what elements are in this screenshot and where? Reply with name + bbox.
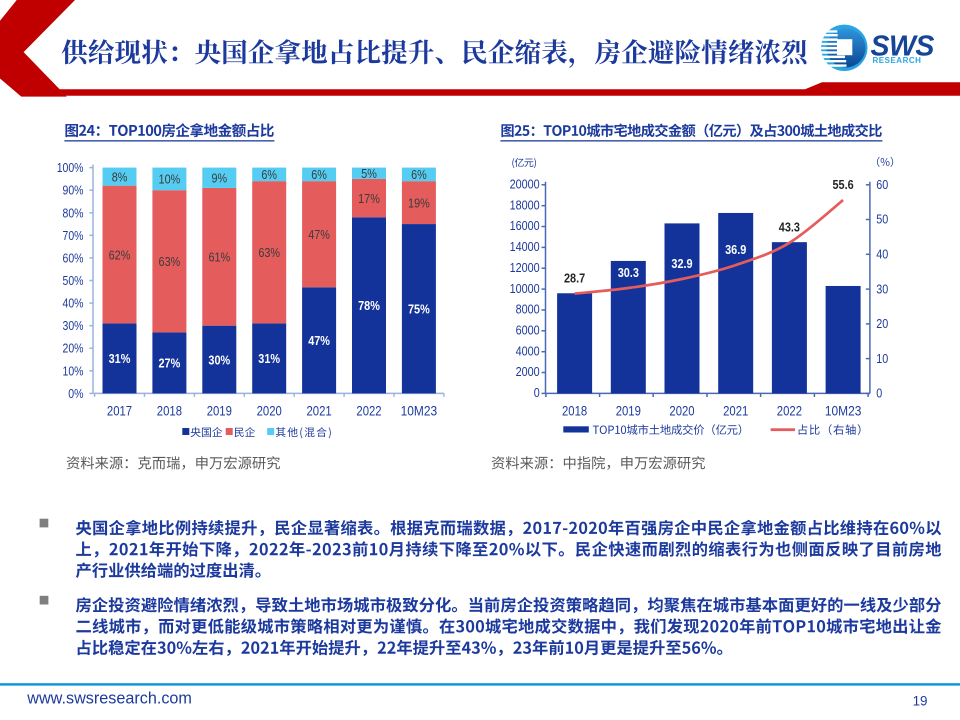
- svg-text:0: 0: [534, 385, 540, 400]
- svg-text:61%: 61%: [208, 250, 230, 265]
- svg-text:80%: 80%: [63, 205, 84, 220]
- svg-text:40%: 40%: [63, 296, 84, 311]
- svg-text:62%: 62%: [109, 247, 131, 262]
- svg-text:9%: 9%: [212, 171, 228, 186]
- svg-text:SWS: SWS: [871, 30, 935, 62]
- svg-text:31%: 31%: [258, 351, 280, 366]
- svg-text:0%: 0%: [68, 386, 83, 401]
- svg-text:2021: 2021: [307, 403, 332, 418]
- svg-text:10000: 10000: [510, 281, 540, 296]
- svg-text:2000: 2000: [516, 364, 540, 379]
- svg-text:55.6: 55.6: [833, 177, 854, 192]
- svg-text:2019: 2019: [207, 403, 232, 418]
- svg-text:RESEARCH: RESEARCH: [873, 56, 922, 65]
- svg-text:43.3: 43.3: [779, 220, 800, 235]
- svg-text:4000: 4000: [516, 343, 540, 358]
- svg-text:2020: 2020: [669, 403, 694, 418]
- svg-text:6%: 6%: [261, 167, 277, 182]
- svg-text:2018: 2018: [157, 403, 182, 418]
- svg-text:10M23: 10M23: [401, 403, 438, 418]
- svg-text:100%: 100%: [57, 160, 84, 175]
- svg-text:6000: 6000: [516, 323, 540, 338]
- svg-text:19: 19: [913, 694, 928, 709]
- svg-text:12000: 12000: [510, 260, 540, 275]
- svg-text:18000: 18000: [510, 197, 540, 212]
- svg-text:20: 20: [876, 316, 888, 331]
- svg-text:14000: 14000: [510, 239, 540, 254]
- svg-text:47%: 47%: [308, 227, 330, 242]
- svg-text:2019: 2019: [616, 403, 641, 418]
- svg-text:10%: 10%: [63, 363, 84, 378]
- svg-text:78%: 78%: [358, 298, 380, 313]
- svg-text:8000: 8000: [516, 302, 540, 317]
- svg-text:2022: 2022: [777, 403, 802, 418]
- svg-text:50: 50: [876, 212, 888, 227]
- svg-text:2020: 2020: [257, 403, 282, 418]
- svg-text:6%: 6%: [311, 167, 327, 182]
- svg-text:19%: 19%: [408, 195, 430, 210]
- svg-text:40: 40: [876, 247, 888, 262]
- svg-text:8%: 8%: [112, 169, 128, 184]
- svg-text:63%: 63%: [258, 245, 280, 260]
- svg-text:www.swsresearch.com: www.swsresearch.com: [26, 689, 192, 707]
- svg-text:47%: 47%: [308, 333, 330, 348]
- svg-text:31%: 31%: [109, 351, 131, 366]
- svg-text:5%: 5%: [361, 166, 377, 181]
- svg-text:10: 10: [876, 351, 888, 366]
- svg-text:10M23: 10M23: [825, 403, 862, 418]
- svg-text:60%: 60%: [63, 250, 84, 265]
- svg-text:60: 60: [876, 177, 888, 192]
- svg-text:75%: 75%: [408, 302, 430, 317]
- svg-text:70%: 70%: [63, 228, 84, 243]
- svg-text:50%: 50%: [63, 273, 84, 288]
- svg-text:2018: 2018: [562, 403, 587, 418]
- svg-text:30.3: 30.3: [618, 265, 639, 280]
- svg-text:20000: 20000: [510, 177, 540, 192]
- svg-text:16000: 16000: [510, 218, 540, 233]
- svg-text:2017: 2017: [107, 403, 132, 418]
- svg-text:10%: 10%: [159, 172, 181, 187]
- svg-text:2021: 2021: [723, 403, 748, 418]
- svg-text:36.9: 36.9: [725, 242, 746, 257]
- svg-text:2022: 2022: [356, 403, 381, 418]
- svg-text:90%: 90%: [63, 183, 84, 198]
- svg-text:17%: 17%: [358, 191, 380, 206]
- svg-text:27%: 27%: [159, 356, 181, 371]
- svg-text:30: 30: [876, 281, 888, 296]
- svg-text:63%: 63%: [159, 254, 181, 269]
- svg-text:32.9: 32.9: [671, 256, 692, 271]
- svg-text:30%: 30%: [63, 318, 84, 333]
- svg-text:0: 0: [876, 386, 882, 401]
- svg-text:28.7: 28.7: [564, 270, 585, 285]
- svg-text:30%: 30%: [208, 352, 230, 367]
- svg-text:20%: 20%: [63, 341, 84, 356]
- svg-text:6%: 6%: [411, 167, 427, 182]
